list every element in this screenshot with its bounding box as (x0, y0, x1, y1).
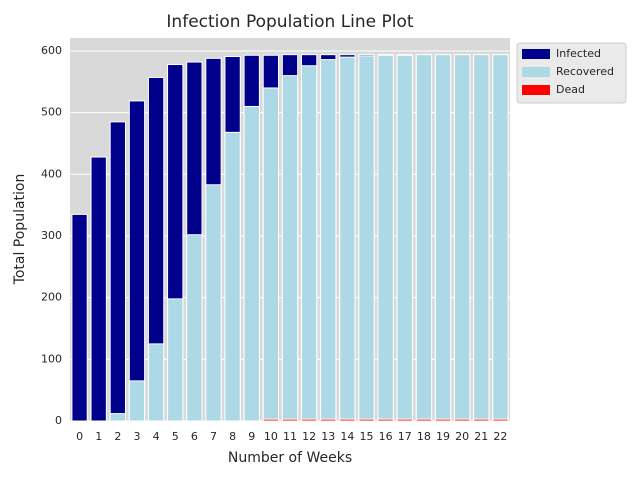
bar (377, 418, 394, 422)
bar (454, 418, 471, 422)
bar (243, 105, 260, 422)
x-tick-label: 14 (340, 430, 354, 443)
x-tick-label: 8 (229, 430, 236, 443)
x-tick-label: 10 (264, 430, 278, 443)
bar (281, 418, 299, 422)
bar (224, 131, 241, 422)
bar (358, 55, 375, 422)
x-tick-label: 21 (474, 430, 488, 443)
bar (415, 418, 433, 422)
bar (262, 87, 280, 422)
bar (492, 418, 509, 422)
x-tick-label: 2 (114, 430, 121, 443)
bar (396, 418, 413, 422)
bar (128, 380, 146, 422)
y-tick-label: 100 (41, 352, 62, 365)
bar (320, 59, 337, 422)
y-tick-label: 500 (41, 106, 62, 119)
bar (492, 54, 509, 422)
x-tick-label: 6 (191, 430, 198, 443)
y-tick-label: 200 (41, 291, 62, 304)
bar (109, 413, 126, 422)
x-tick-label: 22 (493, 430, 507, 443)
x-tick-label: 19 (436, 430, 450, 443)
x-tick-label: 3 (133, 430, 140, 443)
bar (300, 418, 318, 422)
x-tick-label: 0 (76, 430, 83, 443)
x-axis-label: Number of Weeks (228, 450, 352, 466)
x-tick-label: 5 (172, 430, 179, 443)
x-tick-label: 16 (379, 430, 393, 443)
bar (473, 54, 490, 422)
bar (109, 121, 126, 422)
x-tick-label: 9 (248, 430, 255, 443)
x-tick-label: 15 (360, 430, 374, 443)
bar (377, 54, 394, 422)
x-tick-label: 13 (321, 430, 335, 443)
chart-title: Infection Population Line Plot (166, 12, 413, 32)
y-axis-label: Total Population (12, 174, 28, 286)
y-tick-label: 400 (41, 167, 62, 180)
y-tick-label: 300 (41, 229, 62, 242)
bar (262, 418, 280, 422)
bar (339, 418, 356, 422)
bar (320, 418, 337, 422)
bar (167, 298, 184, 422)
y-tick-label: 600 (41, 44, 62, 57)
x-tick-label: 7 (210, 430, 217, 443)
x-tick-label: 12 (302, 430, 316, 443)
x-tick-label: 1 (95, 430, 102, 443)
x-tick-label: 11 (283, 430, 297, 443)
bar (339, 56, 356, 422)
bar (186, 234, 203, 422)
bar (147, 343, 165, 422)
bar (434, 418, 452, 422)
x-tick-label: 17 (398, 430, 412, 443)
legend-swatch (522, 85, 550, 95)
bar (90, 156, 107, 422)
bar (128, 100, 146, 422)
bar (71, 213, 88, 422)
x-tick-label: 4 (153, 430, 160, 443)
bar (415, 54, 433, 422)
legend-label: Infected (556, 47, 601, 60)
bar (396, 54, 413, 422)
y-tick-label: 0 (55, 414, 62, 427)
bar (300, 65, 318, 422)
bar (454, 54, 471, 422)
legend-swatch (522, 67, 550, 77)
legend-label: Recovered (556, 65, 614, 78)
x-tick-label: 20 (455, 430, 469, 443)
bar (205, 184, 222, 422)
bar (434, 54, 452, 422)
bar (473, 418, 490, 422)
legend-label: Dead (556, 83, 585, 96)
legend-swatch (522, 49, 550, 59)
bar (281, 75, 299, 422)
bar (358, 418, 375, 422)
x-tick-label: 18 (417, 430, 431, 443)
